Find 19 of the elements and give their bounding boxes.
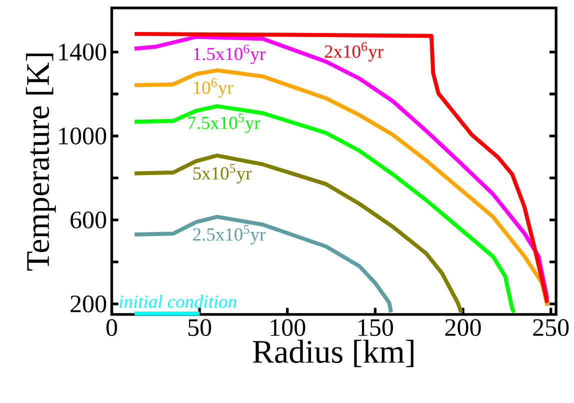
series-label: 2.5x10$^{5}$yr — [193, 224, 266, 244]
y-tick-label: 1400 — [59, 43, 106, 60]
x-tick-label: 0 — [106, 318, 118, 336]
series-label: 7.5x10$^{5}$yr — [188, 113, 260, 133]
series-label: initial condition — [120, 294, 236, 308]
y-tick-label: 1000 — [59, 127, 106, 144]
series-label: 5x10$^{5}$yr — [193, 164, 252, 184]
x-tick-label: 200 — [445, 318, 481, 336]
y-tick-label: 600 — [70, 211, 106, 228]
x-tick-label: 100 — [270, 318, 306, 336]
series-label: 1.5x10$^{6}$yr — [194, 44, 266, 64]
x-tick-label: 250 — [533, 318, 569, 336]
x-tick-label: 50 — [188, 318, 212, 336]
series-label: 10$^{6}$yr — [194, 78, 234, 98]
y-tick-label: 200 — [70, 295, 106, 312]
y-axis-title: Temperature [K] — [26, 53, 56, 270]
series-label: 2x10$^{6}$yr — [324, 42, 384, 62]
x-tick-label: 150 — [358, 318, 394, 336]
x-axis-title: Radius [km] — [252, 340, 414, 367]
